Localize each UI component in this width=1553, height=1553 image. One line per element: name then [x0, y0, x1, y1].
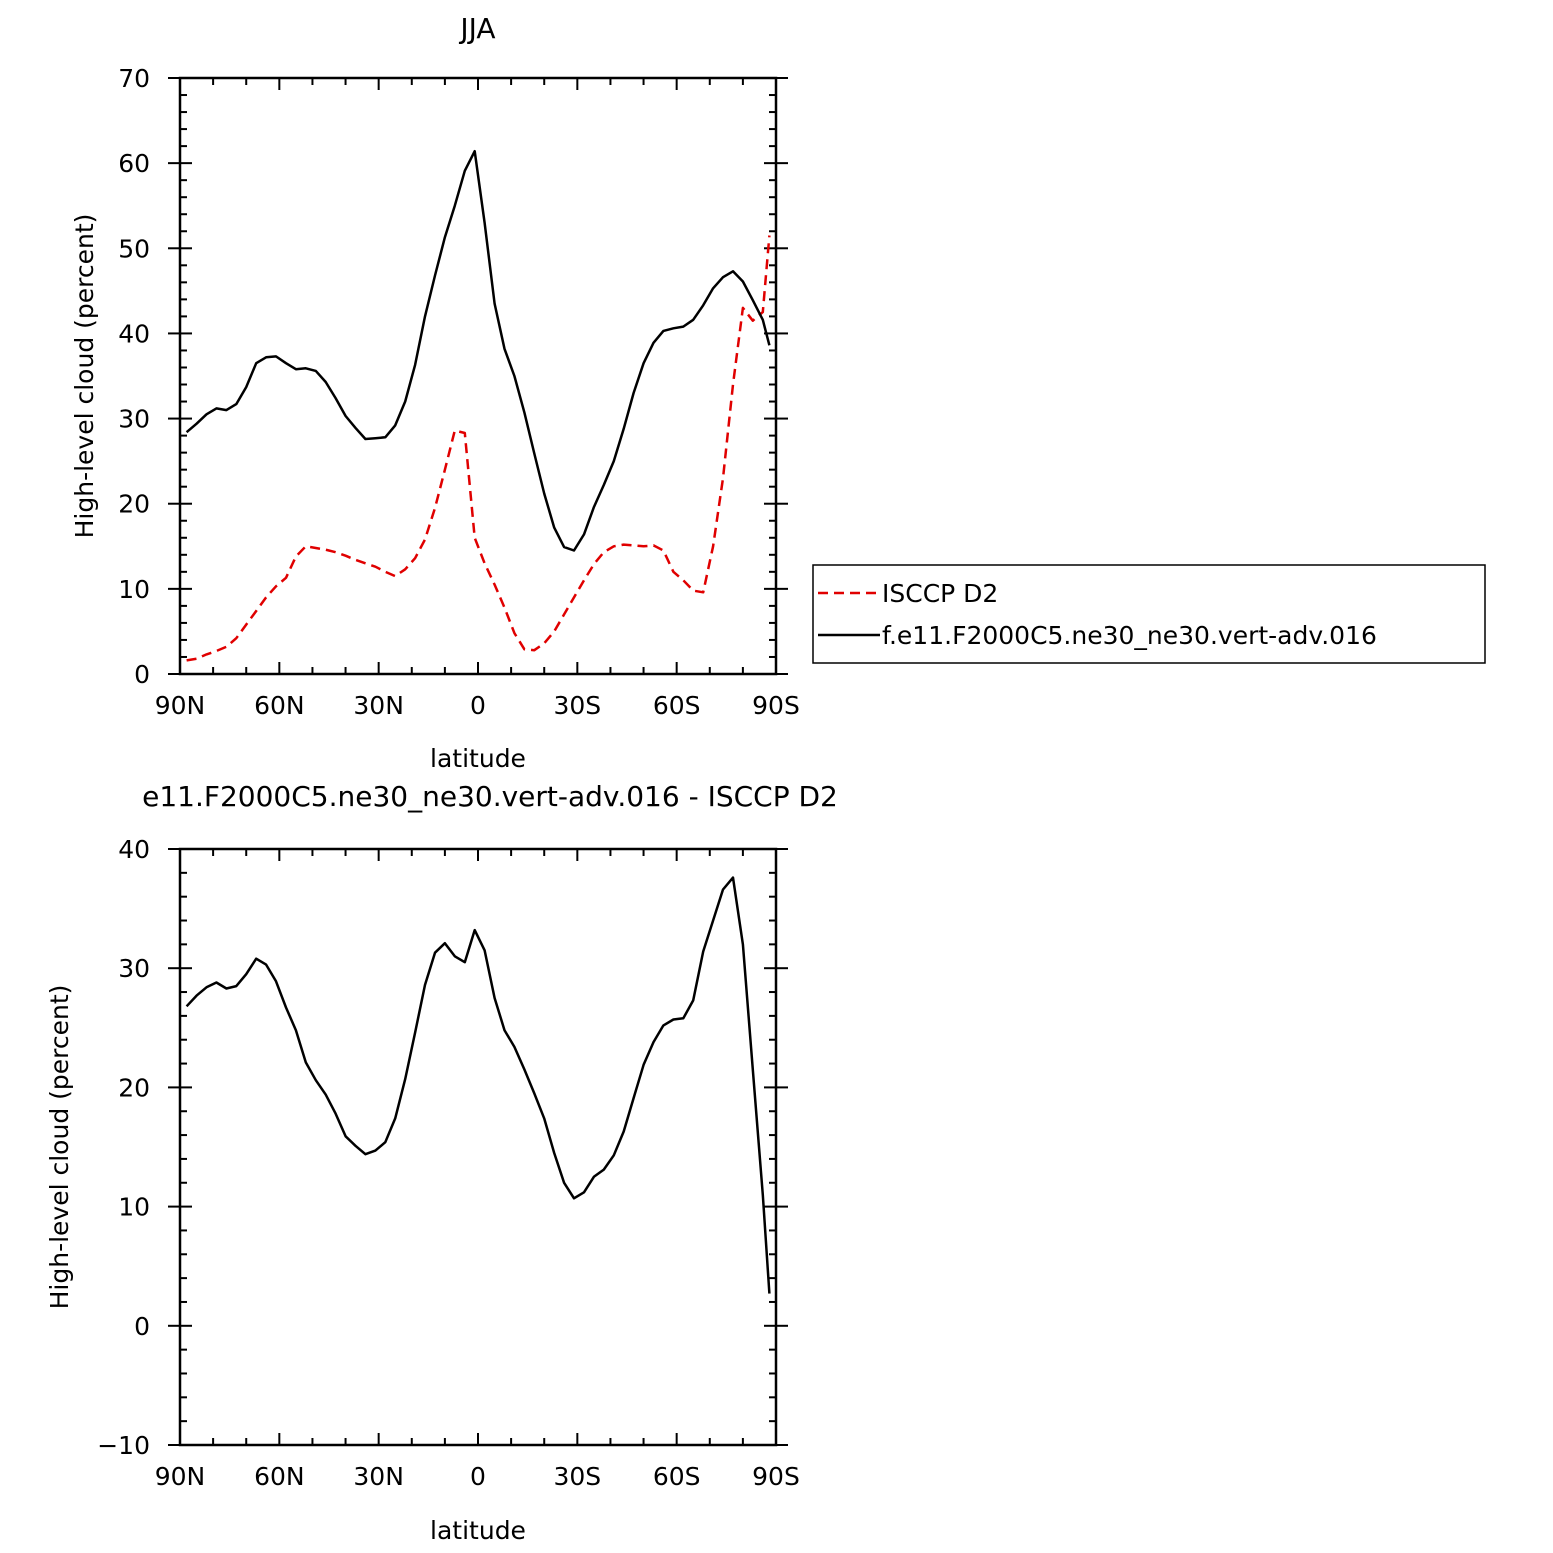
legend-label-model: f.e11.F2000C5.ne30_ne30.vert-adv.016: [882, 621, 1377, 650]
y-axis-title: High-level cloud (percent): [45, 985, 74, 1310]
series-lines: [185, 876, 771, 1294]
y-tick-label: 0: [134, 660, 150, 689]
x-tick-label: 90N: [155, 691, 206, 720]
x-tick-label: 60N: [254, 1462, 305, 1491]
x-tick-label: 60N: [254, 691, 305, 720]
x-tick-label: 90N: [155, 1462, 206, 1491]
y-tick-label: 30: [118, 954, 150, 983]
x-tick-labels: 90N 60N 30N 0 30S 60S 90S: [155, 691, 800, 720]
x-tick-label: 30S: [553, 1462, 601, 1491]
axis-ticks: [168, 848, 788, 1446]
y-tick-label: −10: [97, 1431, 150, 1460]
legend: ISCCP D2 f.e11.F2000C5.ne30_ne30.vert-ad…: [812, 564, 1486, 664]
y-tick-label: 40: [118, 319, 150, 348]
y-tick-label: 30: [118, 405, 150, 434]
y-tick-label: 20: [118, 490, 150, 519]
chart-panel-bottom: e11.F2000C5.ne30_ne30.vert-adv.016 - ISC…: [45, 780, 838, 1545]
x-tick-label: 90S: [752, 691, 800, 720]
y-tick-labels: −10 0 10 20 30 40: [97, 835, 150, 1460]
x-tick-label: 60S: [653, 691, 701, 720]
chart-title: JJA: [458, 12, 495, 45]
y-axis-title: High-level cloud (percent): [70, 214, 99, 539]
y-tick-label: 20: [118, 1073, 150, 1102]
y-tick-label: 0: [134, 1312, 150, 1341]
series-lines: [185, 149, 771, 662]
x-tick-label: 0: [470, 1462, 486, 1491]
legend-box: [812, 564, 1486, 664]
legend-label-isccp: ISCCP D2: [882, 579, 998, 608]
x-tick-label: 30N: [353, 691, 404, 720]
x-tick-label: 0: [470, 691, 486, 720]
plot-frame: [178, 76, 778, 676]
series-line-0: [186, 235, 771, 662]
x-axis-title: latitude: [430, 1516, 526, 1545]
chart-title: e11.F2000C5.ne30_ne30.vert-adv.016 - ISC…: [142, 780, 838, 813]
y-tick-label: 10: [118, 1193, 150, 1222]
x-axis-title: latitude: [430, 744, 526, 773]
x-tick-label: 30S: [553, 691, 601, 720]
x-tick-label: 90S: [752, 1462, 800, 1491]
chart-panel-top: JJA latitude High-level cloud (percent) …: [70, 12, 800, 773]
x-tick-labels: 90N 60N 30N 0 30S 60S 90S: [155, 1462, 800, 1491]
plot-frame: [178, 847, 778, 1447]
series-line-0: [185, 876, 771, 1294]
y-tick-label: 10: [118, 575, 150, 604]
y-tick-label: 60: [118, 149, 150, 178]
y-tick-label: 70: [118, 64, 150, 93]
y-tick-labels: 0 10 20 30 40 50 60 70: [118, 64, 150, 689]
x-tick-label: 60S: [653, 1462, 701, 1491]
series-line-1: [185, 149, 771, 552]
y-tick-label: 50: [118, 234, 150, 263]
x-tick-label: 30N: [353, 1462, 404, 1491]
y-tick-label: 40: [118, 835, 150, 864]
